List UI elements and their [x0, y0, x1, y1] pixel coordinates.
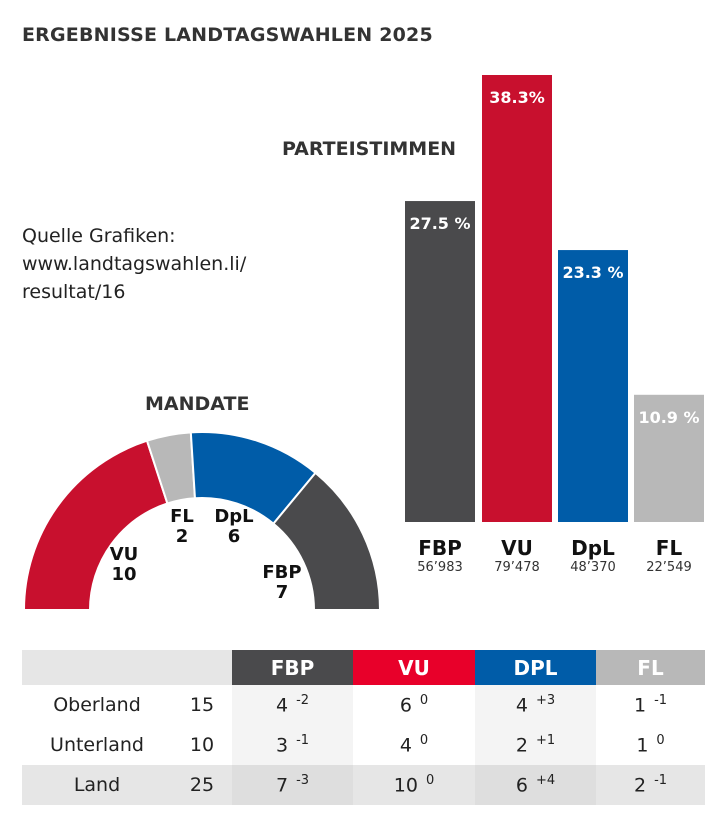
- category-label: VU: [501, 536, 533, 560]
- bar-chart-title: PARTEISTIMMEN: [282, 138, 457, 160]
- category-label: FBP: [418, 536, 462, 560]
- seat-segment-fbp: [271, 471, 382, 611]
- seat-cell: 4 -2: [232, 685, 353, 725]
- category-label: FL: [655, 536, 683, 560]
- seat-cell: 6 +4: [475, 765, 596, 805]
- seat-change: +1: [535, 733, 556, 749]
- seat-count-label: 10: [111, 564, 136, 585]
- source-line: www.landtagswahlen.li/: [22, 253, 247, 275]
- seats: 4: [515, 694, 528, 717]
- seats: 6: [399, 694, 412, 717]
- bar-fbp: [405, 201, 475, 522]
- page-title: ERGEBNISSE LANDTAGSWAHLEN 2025: [22, 24, 433, 46]
- seats: 3: [275, 734, 289, 757]
- table-header-row: FBP VU DPL FL: [22, 650, 705, 685]
- seat-change: -1: [654, 773, 668, 789]
- bar-value-label: 27.5 %: [409, 214, 470, 233]
- seat-change: 0: [419, 733, 429, 749]
- seats: 2: [633, 774, 647, 797]
- seat-party-label: FBP: [262, 562, 301, 583]
- bar-fl: [634, 394, 704, 522]
- bar-vu: [482, 75, 552, 522]
- seat-change: 0: [656, 733, 665, 749]
- seats: 1: [633, 694, 647, 717]
- vote-count: 79’478: [494, 560, 540, 575]
- vote-count: 22’549: [646, 560, 692, 575]
- seat-cell: 3 -1: [232, 725, 353, 765]
- seat-change: 0: [419, 693, 429, 709]
- header-fl: FL: [596, 650, 705, 685]
- vote-count: 56’983: [417, 560, 463, 575]
- source-line: resultat/16: [22, 281, 126, 303]
- results-table: FBP VU DPL FL Oberland 15 4 -2 6 0 4 +3 1 -1 Unter…: [22, 650, 705, 805]
- seat-change: +3: [535, 693, 556, 709]
- seat-party-label: VU: [110, 544, 139, 565]
- seat-change: -3: [296, 773, 310, 789]
- seat-count-label: 7: [276, 582, 289, 603]
- vote-count: 48’370: [570, 560, 616, 575]
- seat-cell: 1 -1: [596, 685, 705, 725]
- bar-value-label: 10.9 %: [638, 408, 699, 427]
- region-label: Land: [22, 765, 172, 805]
- header-blank: [22, 650, 172, 685]
- source-line: Quelle Grafiken:: [22, 225, 176, 247]
- seat-change: -2: [296, 693, 310, 709]
- seat-change: +4: [535, 773, 556, 789]
- bar-category-vu: VU 79’478: [477, 536, 557, 575]
- seats: 1: [636, 734, 649, 757]
- seat-count-label: 2: [176, 526, 189, 547]
- seat-change: -1: [296, 733, 310, 749]
- seats: 6: [515, 774, 528, 797]
- bar-category-dpl: DpL 48’370: [553, 536, 633, 575]
- bar-dpl: [558, 250, 628, 522]
- category-label: DpL: [571, 536, 615, 560]
- bar-category-fl: FL 22’549: [629, 536, 709, 575]
- region-total: 25: [172, 765, 232, 805]
- seats: 7: [275, 774, 289, 797]
- seats: 4: [275, 694, 289, 717]
- seat-segment-vu: [22, 439, 169, 611]
- header-vu: VU: [353, 650, 475, 685]
- header-blank: [172, 650, 232, 685]
- seat-cell: 4 +3: [475, 685, 596, 725]
- seat-change: -1: [654, 693, 668, 709]
- bar-category-fbp: FBP 56’983: [400, 536, 480, 575]
- bar-value-label: 38.3%: [489, 88, 545, 107]
- source-note: Quelle Grafiken: www.landtagswahlen.li/ …: [22, 222, 246, 306]
- seats: 4: [399, 734, 412, 757]
- seat-cell: 7 -3: [232, 765, 353, 805]
- seat-change: 0: [425, 773, 435, 789]
- region-total: 15: [189, 694, 215, 716]
- table-row: Unterland 10 3 -1 4 0 2 +1 1 0: [22, 725, 705, 765]
- table-row: Land 25 7 -3 10 0 6 +4 2 -1: [22, 765, 705, 805]
- header-fbp: FBP: [232, 650, 353, 685]
- seat-party-label: DpL: [214, 506, 253, 527]
- region-label: Unterland: [50, 734, 144, 756]
- bar-value-label: 23.3 %: [562, 263, 623, 282]
- seat-count-label: 6: [228, 526, 241, 547]
- seat-cell: 2 -1: [596, 765, 705, 805]
- seats: 10: [393, 774, 418, 797]
- header-dpl: DPL: [475, 650, 596, 685]
- seats: 2: [515, 734, 528, 757]
- seat-cell: 10 0: [353, 765, 475, 805]
- region-total: 10: [189, 734, 215, 756]
- seat-chart-title: MANDATE: [145, 393, 250, 415]
- table-row: Oberland 15 4 -2 6 0 4 +3 1 -1: [22, 685, 705, 725]
- region-label: Oberland: [53, 694, 141, 716]
- seat-party-label: FL: [170, 506, 194, 527]
- seat-cell: 2 +1: [475, 725, 596, 765]
